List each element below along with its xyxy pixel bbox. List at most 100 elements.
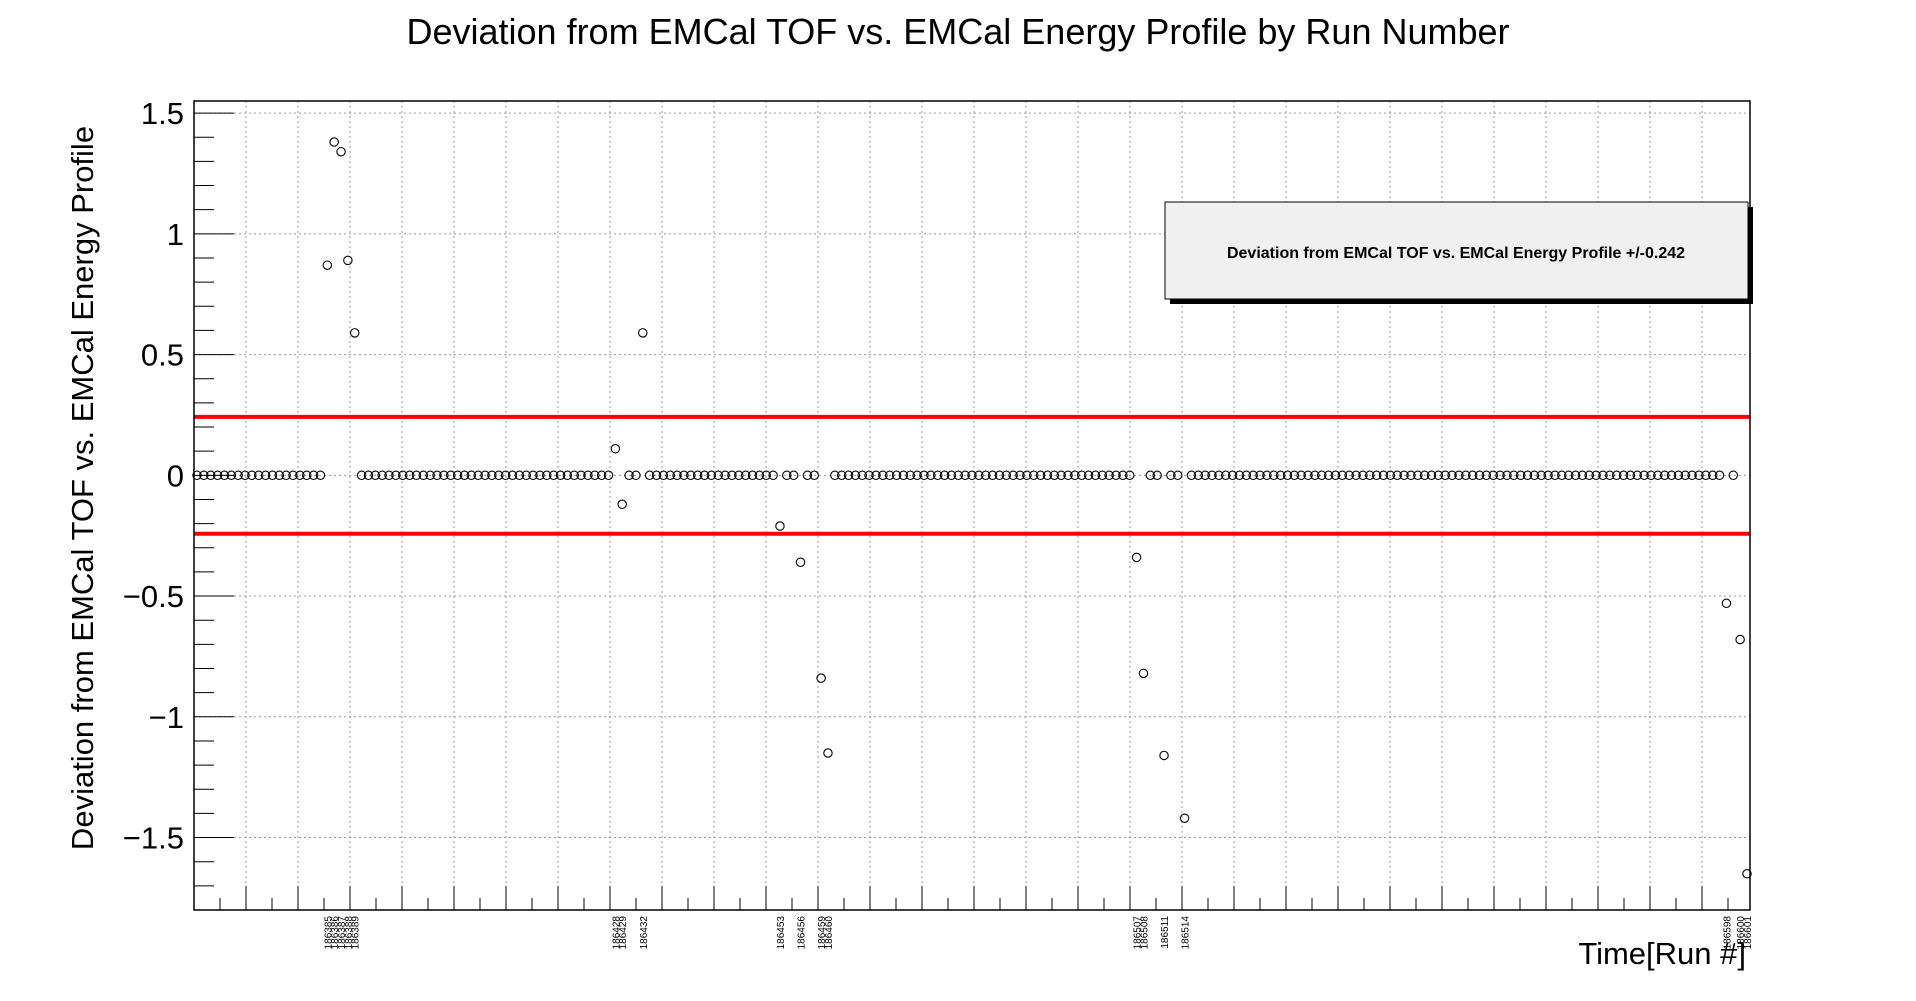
data-point (651, 470, 662, 481)
data-point (397, 470, 408, 481)
data-point (905, 470, 916, 481)
data-point (816, 673, 826, 683)
data-point (775, 521, 785, 531)
data-point (240, 470, 250, 481)
data-point (274, 470, 285, 481)
data-point (1090, 470, 1101, 481)
data-point (1659, 470, 1670, 481)
data-point (734, 470, 744, 481)
data-point (843, 470, 854, 481)
data-point (967, 470, 977, 481)
data-point (514, 470, 525, 481)
data-point (631, 470, 641, 481)
x-tick-label-run: 186460 (824, 916, 835, 950)
data-point (432, 470, 442, 481)
data-point (562, 470, 573, 481)
threshold-lines (194, 414, 1750, 536)
data-point (1166, 470, 1176, 481)
data-point (1563, 470, 1574, 481)
data-point (1433, 470, 1444, 481)
data-point (1419, 470, 1430, 481)
data-point (809, 470, 820, 481)
data-point (1241, 470, 1252, 481)
data-point (1001, 470, 1012, 481)
data-point (569, 470, 579, 481)
data-point (253, 470, 264, 481)
data-point (1639, 470, 1649, 481)
data-point (583, 470, 593, 481)
data-point (1371, 470, 1382, 481)
data-point (802, 470, 813, 481)
plot-frame (193, 100, 1751, 911)
data-point (1035, 470, 1046, 481)
data-point (1495, 470, 1505, 481)
data-point (1611, 470, 1622, 481)
data-point (1269, 470, 1279, 481)
data-point (391, 470, 401, 481)
data-point (1502, 470, 1512, 481)
data-point (1598, 470, 1608, 481)
data-point (452, 470, 463, 481)
data-point (1317, 470, 1327, 481)
data-point (788, 470, 799, 481)
data-point (1337, 470, 1348, 481)
data-point (884, 470, 895, 481)
y-tick-label: 0.5 (141, 338, 184, 373)
data-point (686, 470, 696, 481)
data-point (953, 470, 964, 481)
data-point (692, 470, 703, 481)
y-tick-label: −1 (149, 700, 184, 735)
data-point (1022, 470, 1032, 481)
data-point (1289, 470, 1300, 481)
data-point (610, 443, 621, 454)
x-tick-label-run: 186456 (797, 916, 808, 950)
data-point (1310, 470, 1320, 481)
data-point (823, 748, 833, 758)
data-point (960, 470, 970, 481)
data-point (1577, 470, 1588, 481)
data-point (1735, 634, 1745, 645)
data-point (871, 470, 881, 481)
data-point (761, 470, 771, 481)
x-tick-label-run: 186386 (330, 916, 341, 950)
data-point (1536, 470, 1547, 481)
data-point (576, 470, 586, 481)
x-tick-label-run: 186507 (1133, 916, 1144, 950)
data-point (1721, 598, 1732, 609)
data-point (308, 470, 319, 481)
data-point (1221, 470, 1231, 481)
data-point (1481, 470, 1492, 481)
data-point (555, 470, 566, 481)
data-point (343, 255, 353, 266)
data-point (1118, 470, 1128, 481)
y-tick-label: 1.5 (141, 96, 184, 131)
data-point (898, 470, 909, 481)
data-point (891, 470, 902, 481)
data-point (1529, 470, 1540, 481)
data-point (1385, 470, 1396, 481)
data-point (1015, 470, 1025, 481)
data-point (1557, 470, 1567, 481)
legend: Deviation from EMCal TOF vs. EMCal Energ… (1164, 201, 1753, 304)
data-point (1179, 813, 1190, 823)
data-point (1111, 470, 1121, 481)
data-point (1392, 470, 1402, 481)
data-point (830, 470, 840, 481)
data-point (946, 470, 957, 481)
data-point (994, 470, 1005, 481)
data-point (1728, 470, 1739, 481)
data-point (596, 470, 607, 481)
data-point (1673, 470, 1684, 481)
data-point (1344, 470, 1354, 481)
data-point (1666, 470, 1677, 481)
data-point (1152, 470, 1162, 481)
data-point (459, 470, 470, 481)
data-point (384, 470, 394, 481)
x-tick-label-run: 186601 (1743, 916, 1754, 950)
x-tick-label-run: 186389 (351, 916, 362, 950)
data-point (1138, 668, 1149, 679)
data-point (1591, 470, 1601, 481)
data-point (1358, 470, 1368, 481)
